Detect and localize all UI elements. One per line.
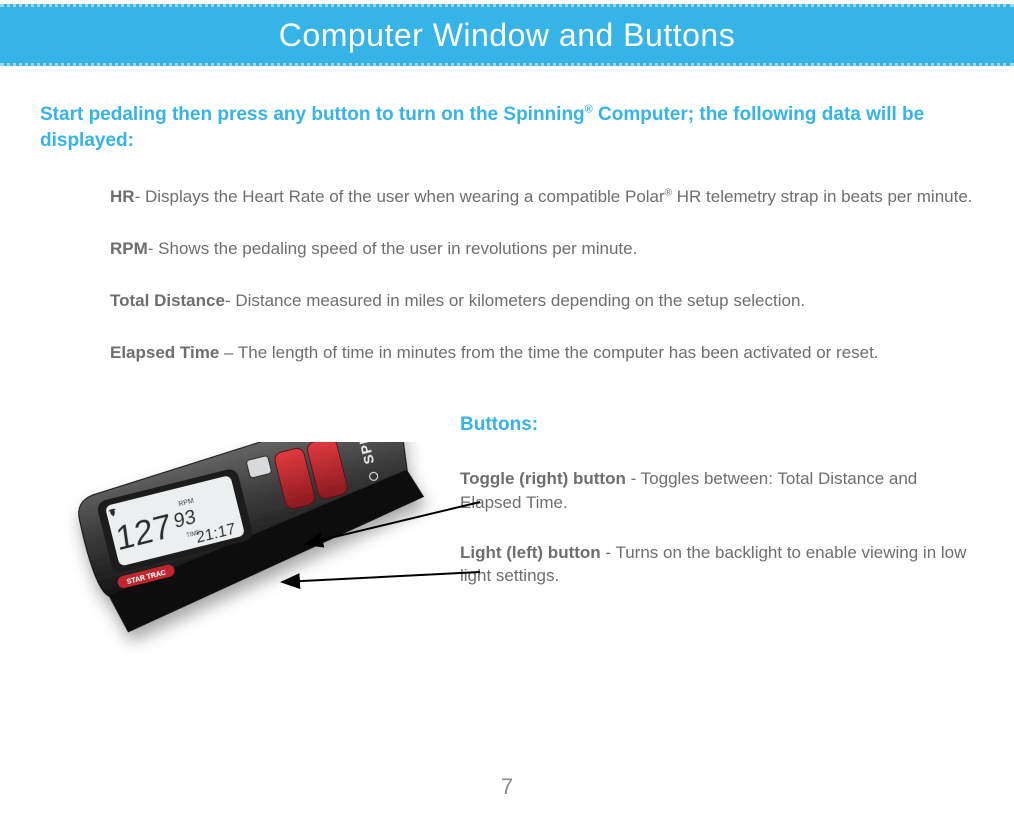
button-desc-light: Light (left) button - Turns on the backl… — [460, 541, 974, 589]
page-title: Computer Window and Buttons — [279, 17, 735, 54]
def-time: Elapsed Time – The length of time in min… — [110, 341, 974, 365]
def-desc: Displays the Heart Rate of the user when… — [145, 187, 665, 206]
def-desc: Shows the pedaling speed of the user in … — [158, 239, 637, 258]
definitions-list: HR- Displays the Heart Rate of the user … — [40, 185, 974, 364]
def-term: Total Distance — [110, 291, 225, 310]
def-rpm: RPM- Shows the pedaling speed of the use… — [110, 237, 974, 261]
intro-reg: ® — [585, 104, 593, 116]
device-column: 127 RPM 93 TIME 21:17 STAR TRAC — [40, 392, 460, 702]
content-area: Start pedaling then press any button to … — [0, 66, 1014, 364]
def-term: RPM — [110, 239, 148, 258]
def-sep: – — [224, 343, 238, 362]
def-sep: - — [135, 187, 145, 206]
def-term: HR — [110, 187, 135, 206]
def-distance: Total Distance- Distance measured in mil… — [110, 289, 974, 313]
def-reg: ® — [665, 188, 672, 199]
btn-sep: - — [631, 469, 641, 488]
header-band: Computer Window and Buttons — [0, 4, 1014, 66]
def-desc: The length of time in minutes from the t… — [238, 343, 879, 362]
buttons-heading: Buttons: — [460, 412, 974, 439]
lower-section: 127 RPM 93 TIME 21:17 STAR TRAC — [0, 392, 1014, 702]
btn-sep: - — [605, 543, 615, 562]
buttons-column: Buttons: Toggle (right) button - Toggles… — [460, 392, 1014, 702]
device-illustration: 127 RPM 93 TIME 21:17 STAR TRAC — [40, 442, 500, 702]
intro-text: Start pedaling then press any button to … — [40, 102, 974, 153]
intro-prefix: Start pedaling then press any button to … — [40, 104, 585, 125]
callout-arrow-light — [282, 572, 480, 582]
def-desc-post: HR telemetry strap in beats per minute. — [672, 187, 972, 206]
def-desc: Distance measured in miles or kilometers… — [235, 291, 805, 310]
button-desc-toggle: Toggle (right) button - Toggles between:… — [460, 467, 974, 515]
page-number: 7 — [0, 774, 1014, 800]
def-term: Elapsed Time — [110, 343, 224, 362]
def-sep: - — [148, 239, 158, 258]
def-sep: - — [225, 291, 235, 310]
def-hr: HR- Displays the Heart Rate of the user … — [110, 185, 974, 209]
